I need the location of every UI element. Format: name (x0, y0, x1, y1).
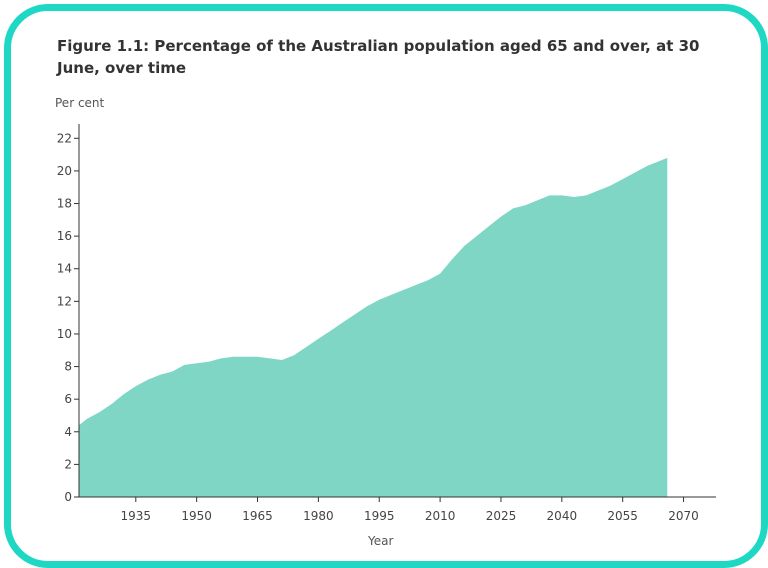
x-tick-label: 1995 (364, 509, 395, 523)
y-tick-label: 14 (57, 262, 72, 276)
x-tick-label: 1980 (303, 509, 334, 523)
area-layer (79, 157, 668, 497)
x-tick-label: 2010 (425, 509, 456, 523)
x-tick-label: 1935 (121, 509, 152, 523)
x-tick-label: 2025 (486, 509, 517, 523)
y-axis-label: Per cent (55, 96, 105, 110)
y-tick-label: 10 (57, 327, 72, 341)
x-tick-label: 2070 (668, 509, 699, 523)
y-tick-label: 2 (64, 457, 72, 471)
chart-title: Figure 1.1: Percentage of the Australian… (57, 37, 700, 77)
y-tick-label: 18 (57, 197, 72, 211)
y-tick-label: 20 (57, 164, 72, 178)
axis-layer: 0 2 4 6 8 10 12 14 16 18 20 22 1935 1950 1965 1980 1995 2… (57, 124, 716, 523)
x-tick-label: 2040 (547, 509, 578, 523)
y-tick-label: 4 (64, 425, 72, 439)
x-tick-label: 2055 (607, 509, 638, 523)
y-tick-label: 16 (57, 229, 72, 243)
y-tick-label: 6 (64, 392, 72, 406)
y-tick-label: 8 (64, 360, 72, 374)
x-tick-label: 1950 (181, 509, 212, 523)
x-axis-label: Year (368, 534, 394, 548)
x-tick-label: 1965 (242, 509, 273, 523)
series-area-65-and-over (79, 157, 668, 497)
y-tick-label: 0 (64, 490, 72, 504)
y-tick-label: 22 (57, 131, 72, 145)
y-tick-label: 12 (57, 294, 72, 308)
